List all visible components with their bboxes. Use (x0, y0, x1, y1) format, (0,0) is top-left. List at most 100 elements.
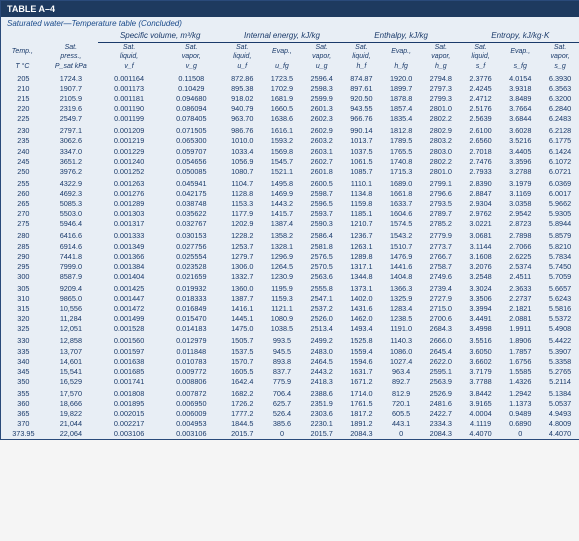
table-row: 2856914.60.0013490.0277561253.71328.1258… (1, 241, 579, 251)
cell: 1086.0 (381, 346, 421, 356)
cell: 892.7 (381, 376, 421, 386)
cell: 993.5 (262, 336, 302, 346)
cell: 2739.4 (421, 283, 461, 293)
grp-enthalpy: Enthalpy, kJ/kg (342, 30, 461, 43)
cell: 2593.7 (302, 209, 342, 219)
cell: 373.95 (1, 429, 44, 439)
cell: 1033.4 (222, 146, 262, 156)
cell: 205 (1, 73, 44, 83)
cell: 1253.7 (222, 241, 262, 251)
cell: 12,051 (44, 324, 98, 334)
cell: 0.003106 (98, 429, 160, 439)
cell: 6914.6 (44, 241, 98, 251)
cell: 0.001560 (98, 336, 160, 346)
cell: 1812.8 (381, 126, 421, 136)
cell: 1661.8 (381, 188, 421, 198)
cell: 3.0358 (500, 199, 540, 209)
cell: 2.6560 (461, 136, 501, 146)
cell: 2602.7 (302, 156, 342, 166)
cell: 3.2788 (500, 166, 540, 176)
cell: 1328.1 (262, 241, 302, 251)
cell: 5.8944 (540, 219, 579, 229)
cell: 235 (1, 136, 44, 146)
cell: 3651.2 (44, 156, 98, 166)
cell: 240 (1, 146, 44, 156)
cell: 17,570 (44, 389, 98, 399)
cell: 6.2483 (540, 114, 579, 124)
cell: 2602.3 (302, 114, 342, 124)
table-row: 35016,5290.0017410.0088061642.4775.92418… (1, 376, 579, 386)
table-row: 32512,0510.0015280.0141831475.01038.5251… (1, 324, 579, 334)
cell: 11,284 (44, 314, 98, 324)
cell: 245 (1, 156, 44, 166)
cell: 2.6100 (461, 126, 501, 136)
cell: 2596.5 (302, 199, 342, 209)
cell: 5.9662 (540, 199, 579, 209)
table-row: 36018,6660.0018950.0069501726.2625.72351… (1, 399, 579, 409)
cell: 2563.9 (421, 376, 461, 386)
table-row: 2101907.70.0011730.10429895.381702.92598… (1, 83, 579, 93)
cell: 4.0154 (500, 73, 540, 83)
col-label: Evap., (262, 43, 302, 63)
cell: 5.9305 (540, 209, 579, 219)
cell: 0.004953 (160, 419, 222, 429)
cell: 2801.0 (421, 104, 461, 114)
cell: 3.4998 (461, 324, 501, 334)
cell: 2570.5 (302, 261, 342, 271)
cell: 0.001263 (98, 178, 160, 188)
cell: 5.2114 (540, 376, 579, 386)
cell: 2.8847 (461, 188, 501, 198)
cell: 2802.9 (421, 126, 461, 136)
cell: 2481.6 (421, 399, 461, 409)
cell: 300 (1, 271, 44, 281)
cell: 7999.0 (44, 261, 98, 271)
cell: 1027.4 (381, 356, 421, 366)
cell: 706.4 (262, 389, 302, 399)
cell: 2084.3 (421, 429, 461, 439)
cell: 2727.9 (421, 294, 461, 304)
col-symbol: s_fg (500, 63, 540, 74)
cell: 5.6243 (540, 294, 579, 304)
cell: 1702.9 (262, 83, 302, 93)
cell: 1185.1 (342, 209, 382, 219)
cell: 2758.7 (421, 261, 461, 271)
cell: 0.001404 (98, 271, 160, 281)
table-subtitle: Saturated water—Temperature table (Concl… (1, 17, 579, 30)
cell: 1761.5 (342, 399, 382, 409)
cell: 1878.8 (381, 93, 421, 103)
cell: 0.001209 (98, 126, 160, 136)
table-row: 2503976.20.0012520.0500851080.71521.1260… (1, 166, 579, 176)
cell: 0.015470 (160, 314, 222, 324)
cell: 2351.9 (302, 399, 342, 409)
table-body: 2051724.30.0011640.11508872.861723.52596… (1, 73, 579, 439)
cell: 2581.8 (302, 241, 342, 251)
cell: 963.70 (222, 114, 262, 124)
cell: 1525.8 (342, 336, 382, 346)
col-label: Sat.liquid, (98, 43, 160, 63)
col-symbol: v_f (98, 63, 160, 74)
cell: 918.02 (222, 93, 262, 103)
cell: 320 (1, 314, 44, 324)
col-symbol-row: T °CP_sat kPav_fv_gu_fu_fgu_gh_fh_fgh_gs… (1, 63, 579, 74)
table-row: 34515,5410.0016850.0097721605.5837.72443… (1, 366, 579, 376)
cell: 2.6225 (500, 251, 540, 261)
cell: 3.8442 (461, 389, 501, 399)
col-label: Evap., (500, 43, 540, 63)
cell: 1.1373 (500, 399, 540, 409)
cell: 1228.2 (222, 231, 262, 241)
cell: 0.016849 (160, 304, 222, 314)
cell: 16,529 (44, 376, 98, 386)
cell: 270 (1, 209, 44, 219)
cell: 275 (1, 219, 44, 229)
cell: 1475.0 (222, 324, 262, 334)
cell: 1660.5 (262, 104, 302, 114)
cell: 0.001252 (98, 166, 160, 176)
cell: 0.001229 (98, 146, 160, 156)
cell: 2230.1 (302, 419, 342, 429)
cell: 2547.1 (302, 294, 342, 304)
cell: 872.86 (222, 73, 262, 83)
table-row: 2604692.30.0012760.0421751128.81469.9259… (1, 188, 579, 198)
cell: 2793.5 (421, 199, 461, 209)
cell: 1404.8 (381, 271, 421, 281)
cell: 1230.9 (262, 271, 302, 281)
